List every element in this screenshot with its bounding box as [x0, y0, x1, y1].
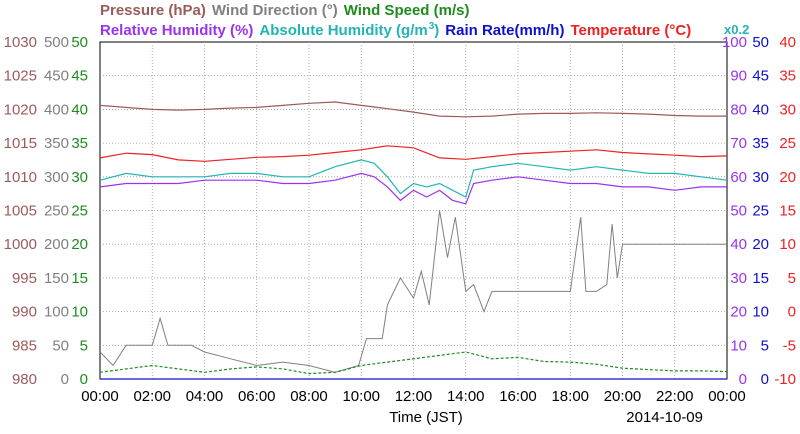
pressure-axis-tick: 1010	[4, 169, 37, 186]
legend-item: Wind Speed (m/s)	[344, 2, 470, 19]
series-line-temperature-c	[99, 145, 728, 162]
wind-speed-axis-tick: 5	[80, 337, 88, 354]
rain-rate-axis-tick: 15	[752, 270, 769, 287]
pressure-axis-tick: 1030	[4, 34, 37, 51]
temperature-axis-tick: -10	[774, 371, 796, 388]
relative-humidity-axis-tick: 60	[730, 169, 747, 186]
temperature-axis-tick: -5	[783, 337, 796, 354]
rain-rate-axis-tick: 50	[752, 34, 769, 51]
legend-item: Relative Humidity (%)	[100, 22, 253, 39]
pressure-axis-tick: 1000	[4, 236, 37, 253]
wind-direction-axis-tick: 250	[44, 203, 69, 220]
series-line-wind-direction	[99, 210, 727, 373]
pressure-axis-tick: 995	[12, 270, 37, 287]
wind-speed-axis-tick: 45	[71, 68, 88, 85]
relative-humidity-axis-tick: 0	[739, 371, 747, 388]
wind-speed-axis-tick: 20	[71, 236, 88, 253]
wind-speed-axis-tick: 35	[71, 135, 88, 152]
wind-direction-axis-tick: 500	[44, 34, 69, 51]
wind-direction-axis-tick: 150	[44, 270, 69, 287]
temperature-axis-tick: 30	[779, 101, 796, 118]
relative-humidity-axis-tick: 100	[722, 34, 747, 51]
wind-direction-axis-tick: 300	[44, 169, 69, 186]
relative-humidity-axis-tick: 50	[730, 203, 747, 220]
date-label: 2014-10-09	[626, 409, 703, 426]
legend-item: Wind Direction (°)	[212, 2, 338, 19]
rain-rate-axis-tick: 35	[752, 135, 769, 152]
wind-direction-axis-tick: 200	[44, 236, 69, 253]
x-tick-label: 10:00	[342, 388, 380, 405]
x-tick-label: 04:00	[186, 388, 224, 405]
x-tick-label: 12:00	[395, 388, 433, 405]
pressure-axis-tick: 985	[12, 337, 37, 354]
x-axis-label: Time (JST)	[389, 409, 463, 426]
x-tick-label: 16:00	[499, 388, 537, 405]
wind-direction-axis-tick: 450	[44, 68, 69, 85]
x-tick-label: 06:00	[238, 388, 276, 405]
legend-item: Rain Rate(mm/h)	[445, 22, 564, 39]
wind-speed-axis-tick: 10	[71, 304, 88, 321]
series-line-pressure-hpa	[99, 101, 727, 118]
legend-item: Absolute Humidity (g/m	[259, 22, 427, 39]
relative-humidity-axis-tick: 30	[730, 270, 747, 287]
rain-rate-axis-tick: 10	[752, 304, 769, 321]
relative-humidity-axis-tick: 70	[730, 135, 747, 152]
relative-humidity-axis-tick: 80	[730, 101, 747, 118]
legend-item-sup: 3	[429, 21, 435, 32]
temperature-axis-tick: 40	[779, 34, 796, 51]
wind-direction-axis-tick: 350	[44, 135, 69, 152]
x-tick-label: 22:00	[656, 388, 694, 405]
x-tick-label: 20:00	[604, 388, 642, 405]
x-tick-label: 00:00	[81, 388, 119, 405]
temperature-axis-tick: 5	[788, 270, 796, 287]
relative-humidity-axis-tick: 90	[730, 68, 747, 85]
legend-item-close: )	[434, 22, 439, 39]
legend-item: Temperature (°C)	[570, 22, 691, 39]
temperature-axis-tick: 0	[788, 304, 796, 321]
wind-speed-axis-tick: 30	[71, 169, 88, 186]
pressure-axis-tick: 1015	[4, 135, 37, 152]
wind-direction-axis-tick: 50	[52, 337, 69, 354]
rain-rate-axis-tick: 45	[752, 68, 769, 85]
temperature-axis-tick: 25	[779, 135, 796, 152]
wind-speed-axis-tick: 40	[71, 101, 88, 118]
series-line-relative-humidity	[99, 172, 727, 205]
pressure-axis-tick: 990	[12, 304, 37, 321]
pressure-axis-tick: 1025	[4, 68, 37, 85]
series-line-wind-speed-m-s	[99, 351, 728, 375]
abs-humidity-scale-note: x0.2	[724, 22, 749, 37]
pressure-axis-tick: 1005	[4, 203, 37, 220]
rain-rate-axis-tick: 40	[752, 101, 769, 118]
relative-humidity-axis-tick: 10	[730, 337, 747, 354]
rain-rate-axis-tick: 30	[752, 169, 769, 186]
rain-rate-axis-tick: 5	[761, 337, 769, 354]
x-tick-label: 14:00	[447, 388, 485, 405]
x-tick-label: 08:00	[290, 388, 328, 405]
rain-rate-axis-tick: 0	[761, 371, 769, 388]
rain-rate-axis-tick: 25	[752, 203, 769, 220]
temperature-axis-tick: 20	[779, 169, 796, 186]
series-line-absolute-humidity-g-m	[99, 159, 728, 198]
wind-direction-axis-tick: 100	[44, 304, 69, 321]
relative-humidity-axis-tick: 20	[730, 304, 747, 321]
pressure-axis-tick: 1020	[4, 101, 37, 118]
wind-speed-axis-tick: 25	[71, 203, 88, 220]
x-tick-label: 02:00	[133, 388, 171, 405]
temperature-axis-tick: 15	[779, 203, 796, 220]
rain-rate-axis-tick: 20	[752, 236, 769, 253]
wind-speed-axis-tick: 0	[80, 371, 88, 388]
relative-humidity-axis-tick: 40	[730, 236, 747, 253]
temperature-axis-tick: 35	[779, 68, 796, 85]
legend-item: Pressure (hPa)	[100, 2, 206, 19]
wind-speed-axis-tick: 50	[71, 34, 88, 51]
wind-direction-axis-tick: 0	[61, 371, 69, 388]
x-tick-label: 00:00	[708, 388, 746, 405]
wind-speed-axis-tick: 15	[71, 270, 88, 287]
temperature-axis-tick: 10	[779, 236, 796, 253]
x-tick-label: 18:00	[551, 388, 589, 405]
wind-direction-axis-tick: 400	[44, 101, 69, 118]
pressure-axis-tick: 980	[12, 371, 37, 388]
